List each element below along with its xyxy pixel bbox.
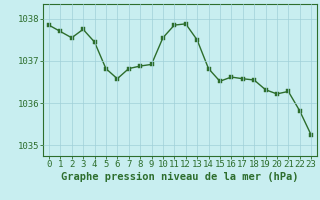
X-axis label: Graphe pression niveau de la mer (hPa): Graphe pression niveau de la mer (hPa) bbox=[61, 172, 299, 182]
